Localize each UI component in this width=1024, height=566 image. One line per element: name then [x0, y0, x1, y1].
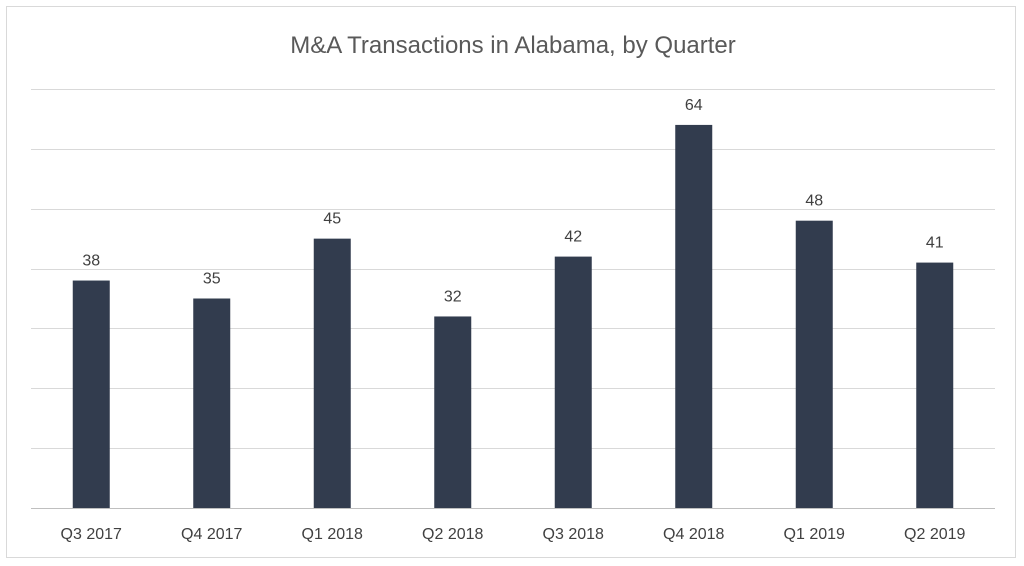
x-tick-label: Q2 2018 [422, 526, 483, 543]
gridlines [31, 89, 995, 509]
data-label: 32 [444, 288, 462, 305]
bars [72, 124, 954, 509]
chart-title: M&A Transactions in Alabama, by Quarter [290, 32, 736, 59]
bar [313, 238, 351, 508]
x-tick-label: Q3 2018 [543, 526, 604, 543]
bar [795, 220, 833, 508]
bar-chart: M&A Transactions in Alabama, by Quarter … [31, 32, 995, 543]
data-label: 42 [564, 229, 582, 246]
chart-frame: M&A Transactions in Alabama, by Quarter … [6, 6, 1016, 558]
x-tick-label: Q3 2017 [61, 526, 122, 543]
bar [193, 298, 231, 508]
data-labels: 38 35 45 32 42 64 48 41 [82, 97, 943, 306]
data-label: 45 [323, 211, 341, 228]
data-label: 41 [926, 235, 944, 252]
x-axis-tick-labels: Q3 2017 Q4 2017 Q1 2018 Q2 2018 Q3 2018 Q4 20… [61, 526, 966, 543]
data-label: 64 [685, 97, 703, 114]
bar [554, 256, 592, 508]
x-tick-label: Q2 2019 [904, 526, 965, 543]
x-tick-label: Q4 2018 [663, 526, 724, 543]
x-tick-label: Q1 2019 [784, 526, 845, 543]
bar [72, 280, 110, 508]
data-label: 38 [82, 253, 100, 270]
data-label: 48 [805, 193, 823, 210]
bar [675, 124, 713, 509]
x-tick-label: Q1 2018 [302, 526, 363, 543]
bar [434, 316, 472, 508]
x-tick-label: Q4 2017 [181, 526, 242, 543]
data-label: 35 [203, 271, 221, 288]
bar [916, 262, 954, 508]
